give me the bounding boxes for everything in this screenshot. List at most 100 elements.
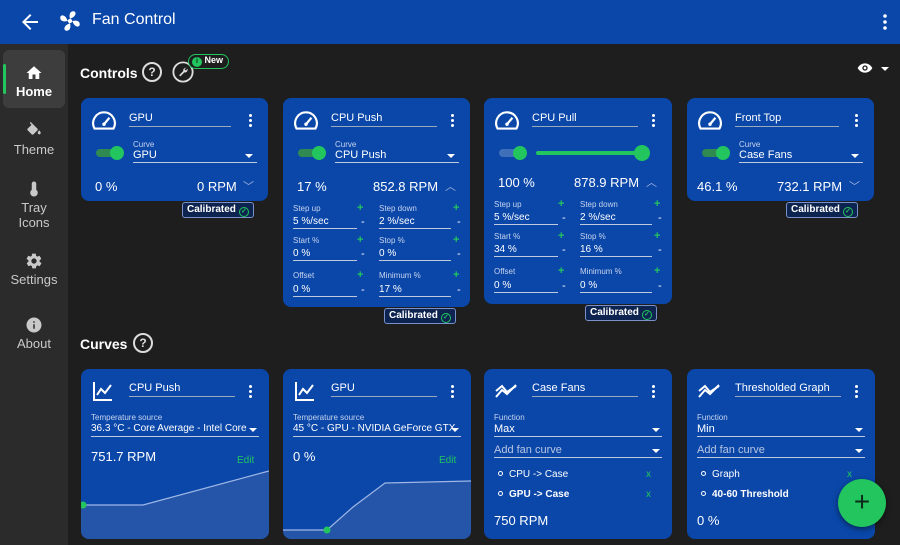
sidebar-item-about[interactable]: About (3, 316, 65, 360)
minimum-increase[interactable]: + (453, 269, 460, 281)
stop-increase[interactable]: + (654, 230, 661, 242)
offset-value[interactable]: 0 % (494, 280, 558, 293)
offset-decrease[interactable]: - (361, 284, 365, 296)
step-down-increase[interactable]: + (654, 198, 661, 210)
stop-value[interactable]: 16 % (580, 244, 652, 257)
minimum-value[interactable]: 0 % (580, 280, 652, 293)
edit-curve-link[interactable]: Edit (237, 455, 255, 466)
step-down-increase[interactable]: + (453, 202, 460, 214)
step-up-decrease[interactable]: - (361, 216, 365, 228)
add-button[interactable]: + (838, 479, 886, 527)
temperature-source-select[interactable]: 45 °C - GPU - NVIDIA GeForce GTX (293, 423, 461, 437)
start-value[interactable]: 0 % (293, 248, 357, 261)
auto-toggle[interactable] (298, 146, 326, 160)
sidebar-item-settings[interactable]: Settings (3, 252, 65, 296)
curves-help-button[interactable]: ? (133, 333, 153, 353)
step-down-decrease[interactable]: - (457, 216, 461, 228)
minimum-decrease[interactable]: - (658, 280, 662, 292)
curve-select[interactable]: GPU (133, 149, 257, 163)
function-select-caret[interactable] (855, 428, 863, 432)
back-arrow-icon[interactable] (18, 10, 42, 34)
edit-curve-link[interactable]: Edit (439, 455, 457, 466)
curve-name[interactable]: Case Fans (532, 382, 638, 397)
curve-select[interactable]: Case Fans (739, 149, 863, 163)
control-name[interactable]: GPU (129, 112, 231, 127)
visibility-dropdown-caret[interactable] (881, 67, 889, 71)
sidebar-item-home[interactable]: Home (3, 50, 65, 108)
sidebar-item-tray-icons[interactable]: Tray Icons (3, 180, 65, 236)
expand-chevron-icon[interactable]: ﹀ (849, 181, 860, 193)
step-down-value[interactable]: 2 %/sec (379, 216, 451, 229)
auto-toggle[interactable] (702, 146, 730, 160)
collapse-chevron-icon[interactable]: ︿ (646, 177, 657, 189)
curve-menu-icon[interactable] (449, 385, 455, 401)
add-fan-curve-select[interactable]: Add fan curve (494, 444, 662, 458)
minimum-increase[interactable]: + (654, 265, 661, 277)
add-fan-curve-caret[interactable] (855, 449, 863, 453)
add-fan-curve-select[interactable]: Add fan curve (697, 444, 865, 458)
minimum-decrease[interactable]: - (457, 284, 461, 296)
step-up-value[interactable]: 5 %/sec (494, 212, 558, 225)
start-decrease[interactable]: - (562, 244, 566, 256)
remove-item-button[interactable]: x (646, 469, 651, 480)
curve-menu-icon[interactable] (650, 385, 656, 401)
step-up-value[interactable]: 5 %/sec (293, 216, 357, 229)
sidebar-item-theme[interactable]: Theme (3, 122, 65, 166)
wrench-icon[interactable] (172, 61, 194, 83)
curve-name[interactable]: Thresholded Graph (735, 382, 841, 397)
manual-speed-slider[interactable] (536, 144, 650, 162)
curve-select-caret[interactable] (245, 154, 253, 158)
step-down-decrease[interactable]: - (658, 212, 662, 224)
controls-help-button[interactable]: ? (142, 62, 162, 82)
function-select-caret[interactable] (652, 428, 660, 432)
curve-menu-icon[interactable] (247, 385, 253, 401)
function-select[interactable]: Max (494, 423, 662, 437)
list-item: CPU -> Case (498, 469, 568, 480)
curve-select[interactable]: CPU Push (335, 149, 459, 163)
auto-toggle[interactable] (499, 146, 527, 160)
curve-select-caret[interactable] (447, 154, 455, 158)
minimum-value[interactable]: 17 % (379, 284, 451, 297)
control-name[interactable]: CPU Pull (532, 112, 638, 127)
step-up-decrease[interactable]: - (562, 212, 566, 224)
control-menu-icon[interactable] (650, 114, 656, 130)
curve-value: 751.7 RPM (91, 449, 157, 464)
more-options-icon[interactable] (878, 12, 892, 32)
stop-decrease[interactable]: - (457, 248, 461, 260)
control-menu-icon[interactable] (449, 114, 455, 130)
curve-menu-icon[interactable] (853, 385, 859, 401)
auto-toggle[interactable] (96, 146, 124, 160)
control-menu-icon[interactable] (853, 114, 859, 130)
function-select[interactable]: Min (697, 423, 865, 437)
curve-select-caret[interactable] (851, 154, 859, 158)
temperature-source-select[interactable]: 36.3 °C - Core Average - Intel Core (91, 423, 259, 437)
curve-name[interactable]: GPU (331, 382, 437, 397)
stop-increase[interactable]: + (453, 234, 460, 246)
temperature-source-caret[interactable] (249, 428, 257, 432)
step-down-value[interactable]: 2 %/sec (580, 212, 652, 225)
control-name[interactable]: Front Top (735, 112, 839, 127)
step-up-increase[interactable]: + (357, 202, 364, 214)
offset-increase[interactable]: + (558, 265, 565, 277)
visibility-eye-icon[interactable] (855, 60, 875, 76)
start-increase[interactable]: + (357, 234, 364, 246)
offset-decrease[interactable]: - (562, 280, 566, 292)
stop-value[interactable]: 0 % (379, 248, 451, 261)
slider-knob[interactable] (634, 145, 650, 161)
offset-value[interactable]: 0 % (293, 284, 357, 297)
offset-increase[interactable]: + (357, 269, 364, 281)
step-up-increase[interactable]: + (558, 198, 565, 210)
control-menu-icon[interactable] (247, 114, 253, 130)
collapse-chevron-icon[interactable]: ︿ (445, 181, 456, 193)
remove-item-button[interactable]: x (847, 469, 852, 480)
start-increase[interactable]: + (558, 230, 565, 242)
stop-decrease[interactable]: - (658, 244, 662, 256)
remove-item-button[interactable]: x (646, 489, 651, 500)
expand-chevron-icon[interactable]: ﹀ (243, 181, 254, 193)
start-value[interactable]: 34 % (494, 244, 558, 257)
start-decrease[interactable]: - (361, 248, 365, 260)
curve-name[interactable]: CPU Push (129, 382, 235, 397)
control-name[interactable]: CPU Push (331, 112, 437, 127)
temperature-source-caret[interactable] (451, 428, 459, 432)
add-fan-curve-caret[interactable] (652, 449, 660, 453)
